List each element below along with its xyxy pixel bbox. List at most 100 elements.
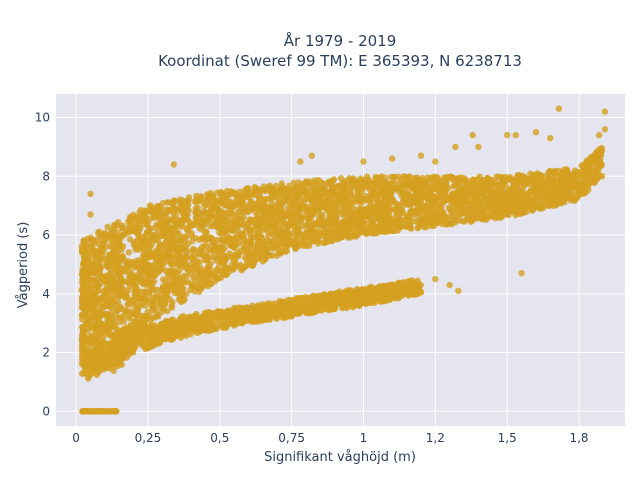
data-point [394,200,401,208]
data-point [127,260,135,267]
data-point [150,252,158,259]
data-point [186,264,193,272]
data-point [267,242,274,249]
data-point [337,194,344,202]
data-point [439,220,446,228]
data-point [235,199,243,207]
data-point [505,186,513,194]
data-point [232,223,239,230]
data-point [497,184,505,191]
data-point [141,313,148,320]
data-point [200,218,207,225]
data-point [200,234,208,242]
data-point [103,310,110,318]
data-point [338,219,346,226]
data-point [205,217,213,224]
data-point [383,204,390,212]
data-point [108,310,116,317]
data-point [266,218,274,226]
data-point [356,207,364,214]
data-point [318,179,326,187]
data-point [348,184,356,191]
data-point [369,202,377,210]
data-point [477,196,484,203]
data-point [561,179,568,186]
data-point [229,266,237,273]
data-point [288,241,296,248]
data-point [228,210,236,217]
data-point [583,157,591,164]
data-point [112,292,120,299]
data-point [161,260,168,267]
plot-area [56,94,625,426]
data-point [185,197,192,204]
data-point [93,276,100,284]
data-point [84,258,91,265]
data-point [429,202,436,209]
data-point [309,207,316,215]
data-point [224,235,231,243]
data-point [261,197,268,205]
data-point [106,304,114,311]
data-point [503,210,511,218]
data-point [598,146,605,153]
data-point [146,226,153,233]
data-point [431,193,438,201]
data-point [88,314,95,321]
data-point [269,230,276,237]
data-point [131,286,139,293]
data-point [509,207,516,215]
data-point [218,257,225,265]
data-point [347,230,354,238]
data-point [368,192,375,199]
data-point [284,204,292,211]
data-point [248,255,255,262]
data-point [82,284,89,291]
data-point [144,279,151,286]
data-point [349,176,356,183]
data-point [164,199,171,206]
data-point [106,294,113,301]
chart-title-line2: Koordinat (Sweref 99 TM): E 365393, N 62… [158,52,522,70]
data-point [219,270,227,277]
data-point [133,312,140,319]
data-point [521,182,528,189]
data-point [239,265,246,272]
data-point [143,207,150,214]
data-point [550,202,557,209]
data-point [570,196,578,203]
data-point [290,217,297,224]
data-point [475,208,482,216]
data-point [193,259,201,267]
data-point [295,242,302,250]
data-point [467,207,474,214]
data-point [178,208,185,216]
data-point [415,224,422,231]
data-point [234,208,242,216]
data-point [577,176,585,184]
data-point [106,256,113,263]
data-point [141,218,148,225]
data-point [191,268,198,275]
data-point [439,199,447,206]
data-point [531,199,538,207]
data-point [80,297,88,304]
data-point [90,303,97,311]
data-point [416,181,423,189]
data-point [306,231,314,238]
data-point [126,213,134,221]
data-point [100,249,107,256]
data-point [144,273,152,280]
data-point [595,167,602,174]
data-point [474,215,481,222]
data-point [159,294,166,302]
data-point [95,228,103,235]
data-point [338,211,346,218]
data-point [370,230,377,237]
data-point [377,189,385,196]
data-point [261,226,268,233]
data-point [573,183,580,191]
data-point [91,326,99,334]
data-point [545,168,553,176]
data-point [446,206,454,213]
